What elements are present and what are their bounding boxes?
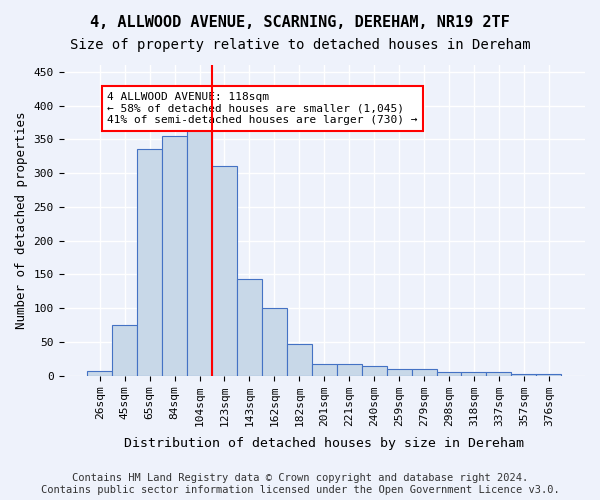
X-axis label: Distribution of detached houses by size in Dereham: Distribution of detached houses by size … <box>124 437 524 450</box>
Bar <box>386 369 412 376</box>
Bar <box>87 371 112 376</box>
Text: Contains HM Land Registry data © Crown copyright and database right 2024.
Contai: Contains HM Land Registry data © Crown c… <box>41 474 559 495</box>
Bar <box>237 279 262 376</box>
Bar <box>137 150 162 376</box>
Bar <box>362 366 386 376</box>
Text: 4, ALLWOOD AVENUE, SCARNING, DEREHAM, NR19 2TF: 4, ALLWOOD AVENUE, SCARNING, DEREHAM, NR… <box>90 15 510 30</box>
Bar <box>487 372 511 376</box>
Bar <box>511 374 536 376</box>
Bar <box>212 166 237 376</box>
Bar <box>536 374 561 376</box>
Bar <box>162 136 187 376</box>
Bar <box>262 308 287 376</box>
Bar <box>461 372 487 376</box>
Bar <box>187 127 212 376</box>
Y-axis label: Number of detached properties: Number of detached properties <box>15 112 28 329</box>
Text: Size of property relative to detached houses in Dereham: Size of property relative to detached ho… <box>70 38 530 52</box>
Bar <box>337 364 362 376</box>
Bar <box>412 369 437 376</box>
Text: 4 ALLWOOD AVENUE: 118sqm
← 58% of detached houses are smaller (1,045)
41% of sem: 4 ALLWOOD AVENUE: 118sqm ← 58% of detach… <box>107 92 418 125</box>
Bar <box>437 372 461 376</box>
Bar <box>112 325 137 376</box>
Bar <box>287 344 312 376</box>
Bar <box>312 364 337 376</box>
